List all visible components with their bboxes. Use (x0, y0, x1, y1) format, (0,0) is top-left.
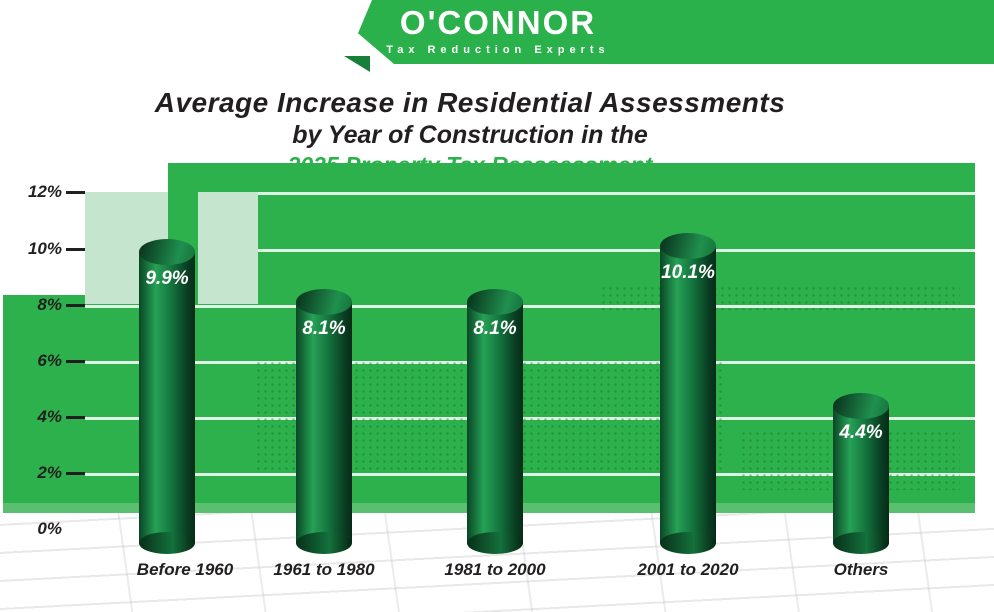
y-axis-label-4: 4% (37, 407, 62, 426)
bar-value-label: 10.1% (661, 262, 715, 283)
y-axis-tick (66, 304, 85, 307)
bar-cylinder-1981-2000: 8.1% (467, 289, 523, 554)
y-axis-label-2: 2% (37, 463, 62, 482)
brand-tagline: Tax Reduction Experts (386, 44, 610, 56)
chart-title-line-2: by Year of Construction in the (292, 121, 648, 149)
bar-value-label: 8.1% (302, 318, 346, 339)
y-axis-label-6: 6% (37, 351, 62, 370)
chart-title-line-1: Average Increase in Residential Assessme… (154, 87, 786, 118)
plot-wall-left (3, 295, 85, 513)
bar-cylinder-2001-2020: 10.1% (660, 233, 716, 554)
y-axis-tick (66, 360, 85, 363)
y-axis-tick (66, 472, 85, 475)
y-axis-label-10: 10% (27, 239, 62, 258)
plot-wall-top-step (190, 163, 975, 193)
x-axis-label-1981-2000: 1981 to 2000 (444, 560, 546, 579)
brand-logo: O'CONNOR Tax Reduction Experts (368, 6, 628, 60)
y-axis-label-0: 0% (37, 519, 62, 538)
y-axis-tick (66, 416, 85, 419)
bar-cylinder-before-1960: 9.9% (139, 239, 195, 554)
bar-value-label: 4.4% (839, 422, 883, 443)
x-axis-label-1961-1980: 1961 to 1980 (273, 560, 375, 579)
brand-name: O'CONNOR (399, 4, 597, 41)
x-axis-label-others: Others (833, 560, 889, 579)
brand-badge (358, 0, 994, 64)
halftone-dots-pattern (600, 285, 960, 310)
bar-value-label: 8.1% (473, 318, 517, 339)
gridline-10pct (68, 249, 975, 252)
y-axis-tick (66, 248, 85, 251)
bar-value-label: 9.9% (145, 268, 189, 289)
badge-ribbon-fold (344, 56, 370, 72)
y-axis-label-8: 8% (37, 295, 62, 314)
bar-cylinder-others: 4.4% (833, 393, 889, 554)
gridline-12pct (190, 192, 975, 195)
bar-cylinder-1961-1980: 8.1% (296, 289, 352, 554)
x-axis-label-before-1960: Before 1960 (136, 560, 234, 579)
y-axis-tick (66, 191, 85, 194)
y-axis-label-12: 12% (27, 182, 62, 201)
x-axis-label-2001-2020: 2001 to 2020 (637, 560, 739, 579)
